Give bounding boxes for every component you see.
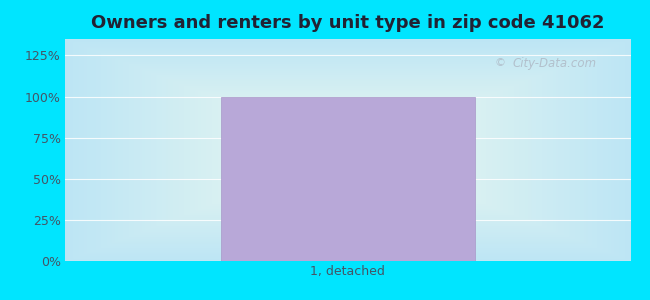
Text: City-Data.com: City-Data.com xyxy=(512,57,596,70)
Text: ©: © xyxy=(495,58,506,68)
Title: Owners and renters by unit type in zip code 41062: Owners and renters by unit type in zip c… xyxy=(91,14,604,32)
Bar xyxy=(220,97,475,261)
